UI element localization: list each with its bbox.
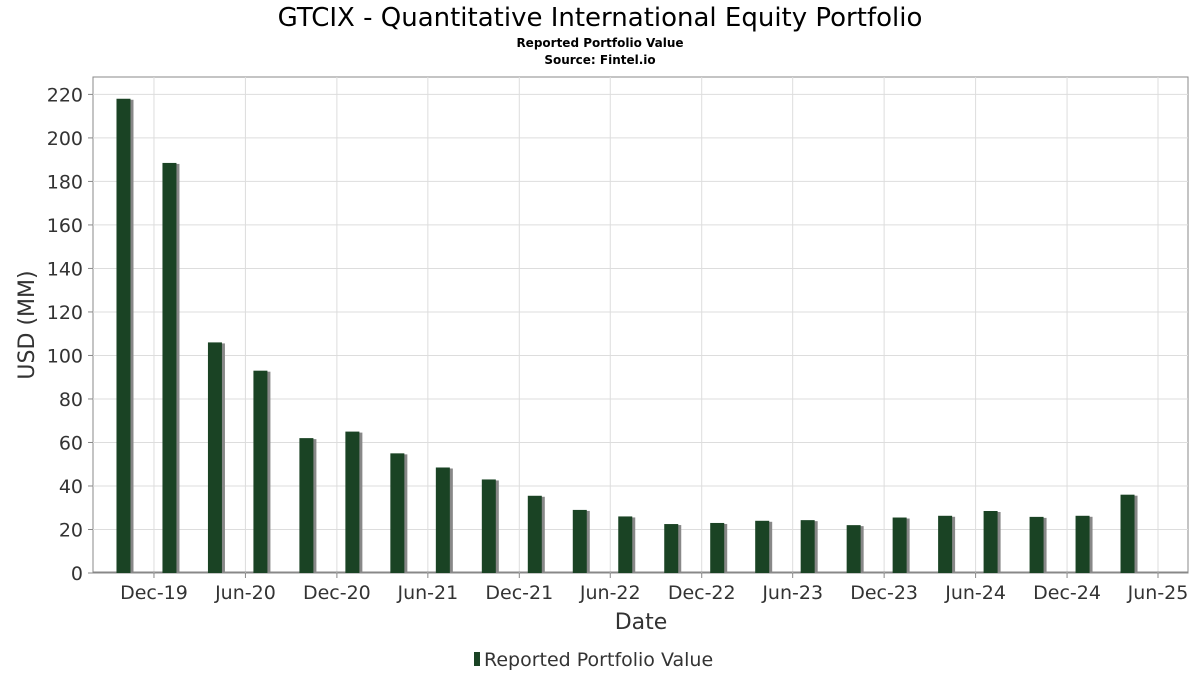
- y-tick-label: 160: [47, 215, 83, 237]
- bar: [800, 520, 815, 573]
- bar: [390, 453, 405, 573]
- bar: [1075, 515, 1090, 573]
- x-tick-label: Dec-20: [303, 582, 371, 604]
- bar: [162, 162, 177, 574]
- y-tick-label: 200: [47, 128, 83, 150]
- x-tick-label: Dec-19: [120, 582, 188, 604]
- bar: [572, 509, 587, 573]
- bar: [207, 342, 222, 573]
- bar-layer: [116, 98, 1138, 574]
- x-tick-labels: Dec-19 Jun-20 Dec-20 Jun-21 Dec-21 Jun-22 Dec-…: [120, 582, 1188, 604]
- chart-source: Source: Fintel.io: [544, 53, 655, 67]
- y-tick-label: 80: [59, 389, 83, 411]
- bar: [481, 479, 496, 573]
- grid-layer: [88, 77, 1188, 578]
- bar: [983, 511, 998, 573]
- legend-label: Reported Portfolio Value: [484, 649, 713, 671]
- y-tick-labels: 0 20 40 60 80 100 120 140 160 180 200 220: [47, 84, 83, 585]
- y-tick-label: 40: [59, 476, 83, 498]
- x-tick-label: Dec-24: [1033, 582, 1101, 604]
- x-tick-label: Jun-21: [396, 582, 458, 604]
- y-tick-label: 140: [47, 258, 83, 280]
- y-tick-label: 0: [71, 563, 83, 585]
- bar: [116, 98, 131, 573]
- y-tick-label: 60: [59, 432, 83, 454]
- y-tick-label: 120: [47, 302, 83, 324]
- bar: [892, 517, 907, 573]
- plot-area: [92, 76, 1189, 574]
- x-tick-label: Jun-25: [1127, 582, 1189, 604]
- y-tick-label: 100: [47, 345, 83, 367]
- x-tick-label: Jun-20: [214, 582, 276, 604]
- bar: [253, 370, 268, 573]
- y-tick-label: 20: [59, 519, 83, 541]
- chart-title: GTCIX - Quantitative International Equit…: [278, 3, 923, 33]
- bar: [755, 520, 770, 573]
- bar: [846, 525, 861, 573]
- x-axis-title: Date: [615, 610, 668, 635]
- bar: [345, 431, 360, 573]
- y-axis-title: USD (MM): [15, 270, 40, 379]
- bar: [664, 524, 679, 573]
- x-tick-label: Jun-22: [579, 582, 641, 604]
- legend-swatch: [474, 652, 480, 666]
- chart-subtitle: Reported Portfolio Value: [516, 36, 683, 50]
- bar: [435, 467, 450, 573]
- x-tick-label: Jun-23: [761, 582, 823, 604]
- bar: [1120, 494, 1135, 573]
- bar: [1029, 516, 1044, 573]
- bar: [618, 516, 633, 573]
- bar: [299, 438, 314, 573]
- x-tick-label: Dec-22: [668, 582, 736, 604]
- bar: [527, 495, 542, 573]
- y-tick-label: 180: [47, 171, 83, 193]
- bar: [938, 515, 953, 573]
- x-tick-label: Dec-23: [850, 582, 918, 604]
- y-tick-label: 220: [47, 84, 83, 106]
- x-tick-label: Dec-21: [485, 582, 553, 604]
- bar: [710, 522, 725, 573]
- x-tick-label: Jun-24: [944, 582, 1006, 604]
